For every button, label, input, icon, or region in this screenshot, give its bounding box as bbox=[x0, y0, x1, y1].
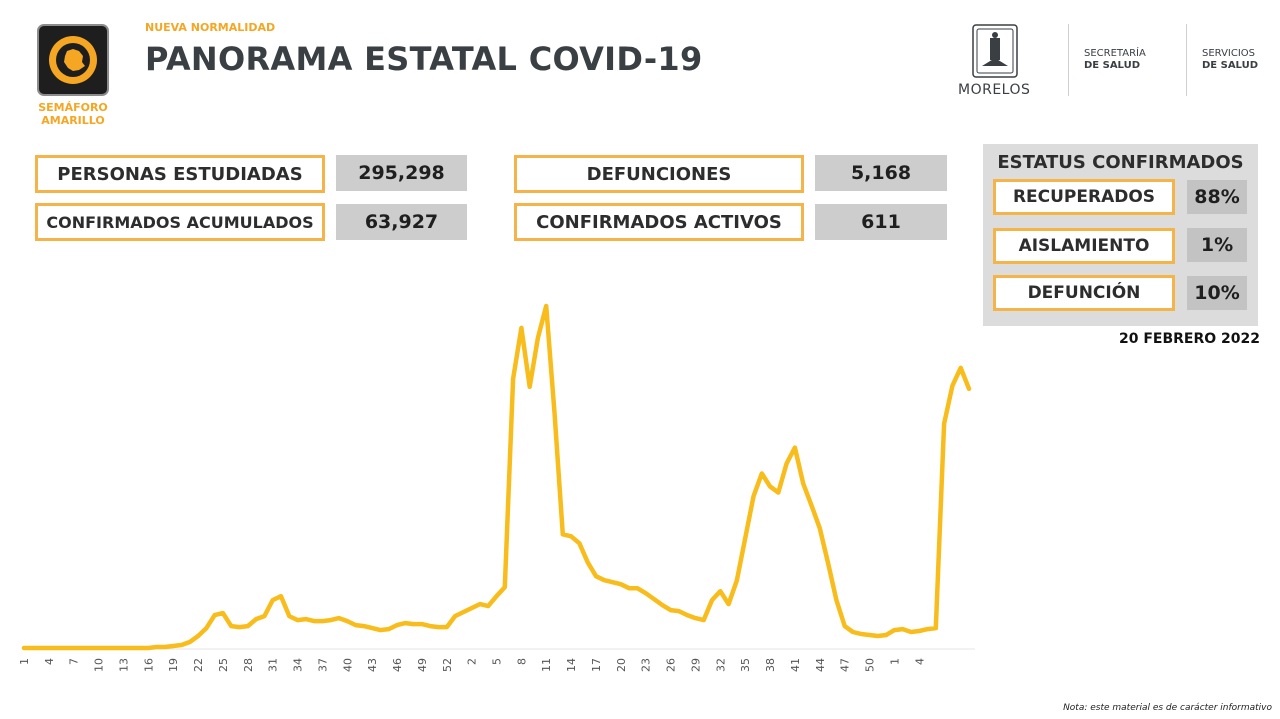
x-tick-label: 25 bbox=[217, 658, 230, 672]
confirmados-activos-label: CONFIRMADOS ACTIVOS bbox=[514, 203, 804, 241]
state-seal-icon bbox=[972, 24, 1018, 78]
recuperados-label: RECUPERADOS bbox=[993, 179, 1175, 215]
x-tick-label: 49 bbox=[416, 658, 429, 672]
aislamiento-label: AISLAMIENTO bbox=[993, 228, 1175, 264]
x-tick-label: 38 bbox=[764, 658, 777, 672]
x-tick-label: 20 bbox=[615, 658, 628, 672]
x-tick-label: 29 bbox=[689, 658, 702, 672]
x-tick-label: 28 bbox=[242, 658, 255, 672]
x-tick-label: 44 bbox=[814, 658, 827, 672]
confirmados-acumulados-value: 63,927 bbox=[336, 204, 467, 240]
semaforo-logo bbox=[37, 24, 109, 96]
x-tick-label: 47 bbox=[839, 658, 852, 672]
x-tick-label: 14 bbox=[565, 658, 578, 672]
x-tick-label: 4 bbox=[913, 658, 926, 665]
footer-note: Nota: este material es de carácter infor… bbox=[1063, 703, 1272, 713]
x-tick-label: 1 bbox=[888, 658, 901, 665]
servicios-line2: DE SALUD bbox=[1202, 60, 1258, 71]
x-tick-label: 37 bbox=[316, 658, 329, 672]
x-tick-label: 41 bbox=[789, 658, 802, 672]
x-tick-label: 34 bbox=[292, 658, 305, 672]
x-tick-label: 1 bbox=[18, 658, 31, 665]
x-tick-label: 23 bbox=[640, 658, 653, 672]
confirmados-activos-value: 611 bbox=[815, 204, 947, 240]
x-tick-label: 52 bbox=[441, 658, 454, 672]
header-divider bbox=[1186, 24, 1187, 96]
defunciones-value: 5,168 bbox=[815, 155, 947, 191]
series-line bbox=[21, 303, 972, 651]
x-tick-label: 40 bbox=[341, 658, 354, 672]
servicios-logo: SERVICIOS DE SALUD bbox=[1202, 48, 1258, 72]
status-title: ESTATUS CONFIRMADOS bbox=[997, 152, 1244, 173]
recuperados-value: 88% bbox=[1187, 180, 1247, 214]
x-tick-label: 5 bbox=[491, 658, 504, 665]
aislamiento-value: 1% bbox=[1187, 228, 1247, 262]
x-tick-label: 46 bbox=[391, 658, 404, 672]
x-tick-label: 7 bbox=[68, 658, 81, 665]
x-tick-label: 19 bbox=[167, 658, 180, 672]
x-tick-label: 43 bbox=[366, 658, 379, 672]
state-map-icon bbox=[64, 49, 85, 71]
header-divider bbox=[1068, 24, 1069, 96]
semaforo-label-line1: SEMÁFORO bbox=[38, 101, 108, 114]
report-date: 20 FEBRERO 2022 bbox=[1118, 331, 1260, 347]
x-tick-labels: 1 4 7 10 13 16 19 22 25 28 31 34 37 40 43 46 49 52 2 5 8 11 14… bbox=[18, 658, 926, 672]
x-tick-label: 17 bbox=[590, 658, 603, 672]
secretaria-line1: SECRETARÍA bbox=[1084, 48, 1146, 59]
state-name: MORELOS bbox=[958, 82, 1031, 98]
x-tick-label: 26 bbox=[665, 658, 678, 672]
x-tick-label: 32 bbox=[714, 658, 727, 672]
x-tick-label: 11 bbox=[540, 658, 553, 672]
series-group bbox=[21, 303, 972, 651]
confirmados-acumulados-label: CONFIRMADOS ACUMULADOS bbox=[35, 203, 325, 241]
personas-estudiadas-label: PERSONAS ESTUDIADAS bbox=[35, 155, 325, 193]
page-kicker: NUEVA NORMALIDAD bbox=[145, 21, 276, 34]
defuncion-value: 10% bbox=[1187, 276, 1247, 310]
secretaria-logo: SECRETARÍA DE SALUD bbox=[1084, 48, 1146, 72]
x-tick-label: 50 bbox=[864, 658, 877, 672]
secretaria-line2: DE SALUD bbox=[1084, 60, 1140, 71]
defunciones-label: DEFUNCIONES bbox=[514, 155, 804, 193]
status-panel: ESTATUS CONFIRMADOS RECUPERADOS 88% AISL… bbox=[983, 144, 1258, 326]
x-tick-label: 31 bbox=[267, 658, 280, 672]
x-tick-label: 4 bbox=[43, 658, 56, 665]
x-tick-label: 35 bbox=[739, 658, 752, 672]
x-tick-label: 13 bbox=[118, 658, 131, 672]
x-tick-label: 16 bbox=[142, 658, 155, 672]
defuncion-label: DEFUNCIÓN bbox=[993, 275, 1175, 311]
x-tick-label: 22 bbox=[192, 658, 205, 672]
x-tick-label: 8 bbox=[515, 658, 528, 665]
page-title: PANORAMA ESTATAL COVID-19 bbox=[145, 40, 703, 78]
x-tick-label: 10 bbox=[93, 658, 106, 672]
semaforo-label-line2: AMARILLO bbox=[41, 114, 105, 127]
x-tick-label: 2 bbox=[466, 658, 479, 665]
personas-estudiadas-value: 295,298 bbox=[336, 155, 467, 191]
servicios-line1: SERVICIOS bbox=[1202, 48, 1256, 59]
semaforo-label: SEMÁFORO AMARILLO bbox=[24, 101, 122, 127]
